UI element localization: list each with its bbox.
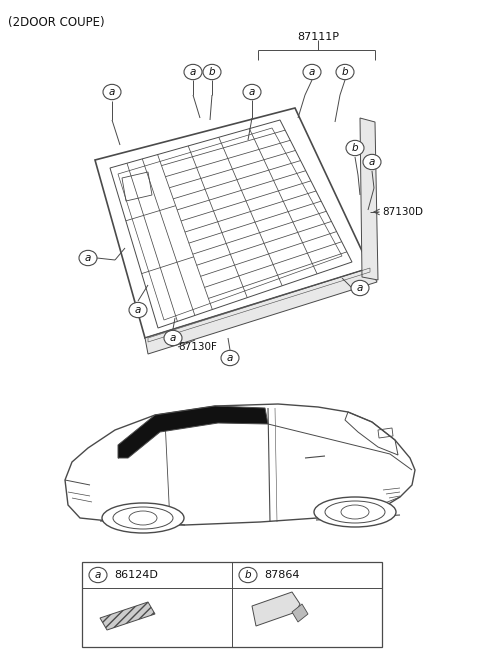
Ellipse shape xyxy=(184,64,202,79)
Text: a: a xyxy=(357,283,363,293)
Ellipse shape xyxy=(164,331,182,346)
Ellipse shape xyxy=(103,85,121,100)
Ellipse shape xyxy=(239,567,257,583)
Text: a: a xyxy=(135,305,141,315)
Text: 87130D: 87130D xyxy=(382,207,423,217)
Polygon shape xyxy=(95,108,370,338)
Ellipse shape xyxy=(203,64,221,79)
Polygon shape xyxy=(292,604,308,622)
Text: a: a xyxy=(227,353,233,363)
Ellipse shape xyxy=(89,567,107,583)
Ellipse shape xyxy=(79,251,97,266)
Ellipse shape xyxy=(314,497,396,527)
Text: b: b xyxy=(209,67,216,77)
Polygon shape xyxy=(252,592,300,626)
Polygon shape xyxy=(360,118,378,280)
Text: (2DOOR COUPE): (2DOOR COUPE) xyxy=(8,16,105,29)
Ellipse shape xyxy=(243,85,261,100)
Text: 86124D: 86124D xyxy=(114,570,158,580)
Text: a: a xyxy=(309,67,315,77)
Ellipse shape xyxy=(346,140,364,155)
Polygon shape xyxy=(118,406,268,458)
Text: a: a xyxy=(85,253,91,263)
Text: a: a xyxy=(95,570,101,580)
Text: a: a xyxy=(170,333,176,343)
Ellipse shape xyxy=(102,503,184,533)
Polygon shape xyxy=(100,602,155,630)
Ellipse shape xyxy=(303,64,321,79)
Text: 87111P: 87111P xyxy=(297,32,339,42)
Polygon shape xyxy=(145,268,377,354)
Text: b: b xyxy=(342,67,348,77)
Ellipse shape xyxy=(221,350,239,365)
Text: 87864: 87864 xyxy=(264,570,300,580)
Text: a: a xyxy=(369,157,375,167)
Text: b: b xyxy=(245,570,252,580)
Text: 87130F: 87130F xyxy=(178,342,217,352)
Ellipse shape xyxy=(336,64,354,79)
Text: a: a xyxy=(190,67,196,77)
Text: b: b xyxy=(352,143,358,153)
Ellipse shape xyxy=(129,302,147,318)
Ellipse shape xyxy=(351,280,369,296)
Text: a: a xyxy=(109,87,115,97)
Ellipse shape xyxy=(363,154,381,170)
Text: a: a xyxy=(249,87,255,97)
Polygon shape xyxy=(65,404,415,525)
